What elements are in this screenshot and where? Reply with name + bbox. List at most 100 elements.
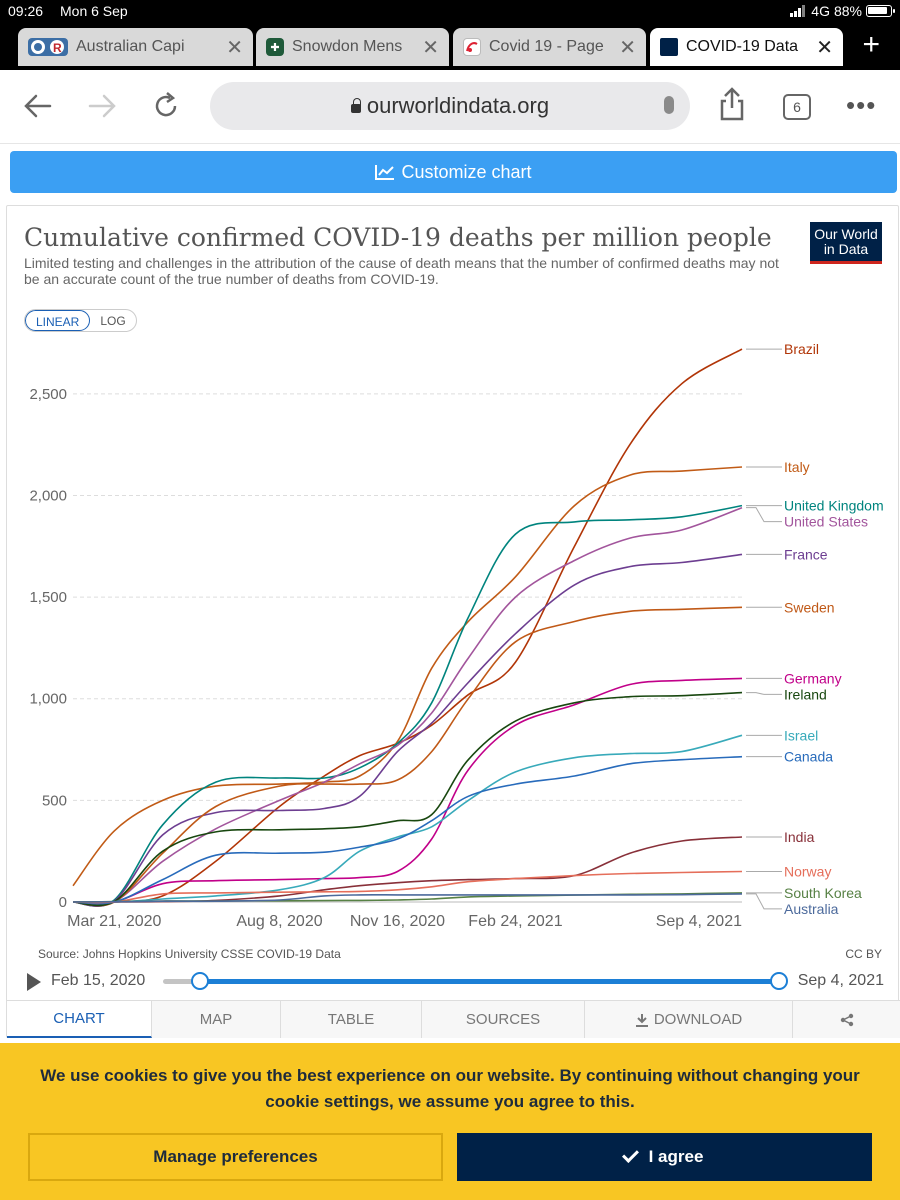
timeline: Feb 15, 2020 Sep 4, 2021 <box>7 968 900 998</box>
owid-favicon-icon <box>660 38 678 56</box>
browser-tab-covid-page[interactable]: Covid 19 - Page ✕ <box>453 28 646 66</box>
customize-chart-label: Customize chart <box>401 161 532 182</box>
y-tick-label: 0 <box>59 894 67 911</box>
forward-icon[interactable] <box>86 90 118 122</box>
tab-table[interactable]: TABLE <box>281 1001 422 1038</box>
series-line-united-kingdom <box>72 504 743 907</box>
agree-label: I agree <box>648 1147 704 1166</box>
tab-map[interactable]: MAP <box>152 1001 281 1038</box>
tab-sources[interactable]: SOURCES <box>422 1001 585 1038</box>
network-type: 4G <box>811 3 830 19</box>
series-line-brazil <box>72 348 743 904</box>
address-bar-row: ourworldindata.org 6 ••• <box>0 70 900 144</box>
microphone-icon[interactable] <box>664 96 674 114</box>
checkmark-icon <box>621 1146 639 1163</box>
y-tick-label: 2,000 <box>29 487 67 504</box>
series-label-australia: Australia <box>784 901 839 917</box>
tab-label: Australian Capi <box>76 38 185 55</box>
timeline-track[interactable] <box>163 972 788 990</box>
series-label-ireland: Ireland <box>784 686 827 702</box>
label-connector-australia <box>746 893 782 910</box>
timeline-start-handle[interactable] <box>191 972 209 990</box>
close-icon[interactable]: ✕ <box>619 36 636 59</box>
series-label-italy: Italy <box>784 459 810 475</box>
timeline-range-fill <box>200 979 780 984</box>
new-tab-icon[interactable]: + <box>862 28 880 61</box>
timeline-end-date: Sep 4, 2021 <box>797 972 884 989</box>
series-label-norway: Norway <box>784 864 831 880</box>
timeline-start-date: Feb 15, 2020 <box>51 972 146 989</box>
series-line-france <box>72 553 743 907</box>
series-label-india: India <box>784 829 815 845</box>
chart-card: Cumulative confirmed COVID-19 deaths per… <box>6 205 900 1038</box>
snowdon-icon: ✚ <box>266 38 284 56</box>
customize-chart-button[interactable]: Customize chart <box>10 151 897 193</box>
share-icon[interactable] <box>716 86 748 121</box>
series-label-germany: Germany <box>784 670 842 686</box>
series-line-germany <box>72 677 743 905</box>
status-date: Mon 6 Sep <box>60 3 128 19</box>
tab-chart[interactable]: CHART <box>7 1001 152 1038</box>
line-chart[interactable]: 0 500 1,000 1,500 2,000 2,500 Mar 21, 2020 Aug … <box>7 336 900 936</box>
series-line-australia <box>72 893 743 903</box>
series-label-united-states: United States <box>784 514 868 530</box>
owid-logo[interactable]: Our World in Data <box>810 222 882 264</box>
series-label-sweden: Sweden <box>784 599 835 615</box>
y-tick-label: 1,000 <box>29 691 67 708</box>
browser-tab-covid-data[interactable]: COVID-19 Data ✕ <box>650 28 843 66</box>
linear-scale-button[interactable]: LINEAR <box>25 310 91 331</box>
chart-source: Source: Johns Hopkins University CSSE CO… <box>38 947 341 961</box>
y-tick-label: 500 <box>42 792 67 809</box>
agree-button[interactable]: I agree <box>457 1133 872 1181</box>
play-icon[interactable] <box>27 973 41 991</box>
browser-tab-australian-capital[interactable]: R Australian Capi ✕ <box>18 28 253 66</box>
covid-page-icon <box>463 38 481 56</box>
close-icon[interactable]: ✕ <box>226 36 243 59</box>
timeline-end-handle[interactable] <box>770 972 788 990</box>
chart-view-tabs: CHART MAP TABLE SOURCES DOWNLOAD <box>7 1000 900 1038</box>
chart-license[interactable]: CC BY <box>845 947 882 961</box>
chart-subtitle: Limited testing and challenges in the at… <box>24 255 779 287</box>
tab-label: Covid 19 - Page <box>489 38 604 55</box>
tab-count-button[interactable]: 6 <box>783 94 811 120</box>
manage-preferences-button[interactable]: Manage preferences <box>28 1133 443 1181</box>
back-icon[interactable] <box>22 90 54 122</box>
y-tick-label: 1,500 <box>29 589 67 606</box>
log-scale-button[interactable]: LOG <box>100 314 126 328</box>
series-line-ireland <box>72 691 743 907</box>
download-icon <box>635 1013 648 1027</box>
chart-title: Cumulative confirmed COVID-19 deaths per… <box>24 223 772 252</box>
lock-icon <box>350 97 361 113</box>
browser-tab-snowdon[interactable]: ✚ Snowdon Mens ✕ <box>256 28 449 66</box>
series-label-united-kingdom: United Kingdom <box>784 498 884 514</box>
more-options-icon[interactable]: ••• <box>846 90 877 120</box>
tab-label: Snowdon Mens <box>292 38 403 55</box>
australian-capital-icon: R <box>28 38 68 56</box>
tab-label: COVID-19 Data <box>686 38 799 55</box>
series-line-italy <box>72 466 743 887</box>
series-line-norway <box>72 870 743 904</box>
close-icon[interactable]: ✕ <box>422 36 439 59</box>
status-bar: 09:26 Mon 6 Sep 4G 88% <box>0 0 900 22</box>
series-line-india <box>72 836 743 903</box>
logo-line-2: in Data <box>823 241 869 257</box>
svg-text:R: R <box>53 41 62 55</box>
tab-download[interactable]: DOWNLOAD <box>585 1001 793 1038</box>
logo-line-1: Our World <box>814 226 878 242</box>
url-text: ourworldindata.org <box>366 93 550 118</box>
status-time: 09:26 <box>8 3 44 19</box>
url-field[interactable]: ourworldindata.org <box>210 82 690 130</box>
battery-icon <box>866 5 895 17</box>
line-chart-icon <box>375 165 395 180</box>
share-chart-icon[interactable] <box>793 1001 900 1038</box>
status-indicators: 4G 88% <box>790 3 895 19</box>
x-tick-label: Mar 21, 2020 <box>67 913 161 930</box>
close-icon[interactable]: ✕ <box>816 36 833 59</box>
series-label-south-korea: South Korea <box>784 885 862 901</box>
series-line-united-states <box>72 506 743 906</box>
tab-download-label: DOWNLOAD <box>653 1011 743 1028</box>
series-label-canada: Canada <box>784 749 833 765</box>
reload-icon[interactable] <box>150 90 182 122</box>
x-tick-label: Aug 8, 2020 <box>236 913 322 930</box>
cookie-message: We use cookies to give you the best expe… <box>40 1066 860 1111</box>
